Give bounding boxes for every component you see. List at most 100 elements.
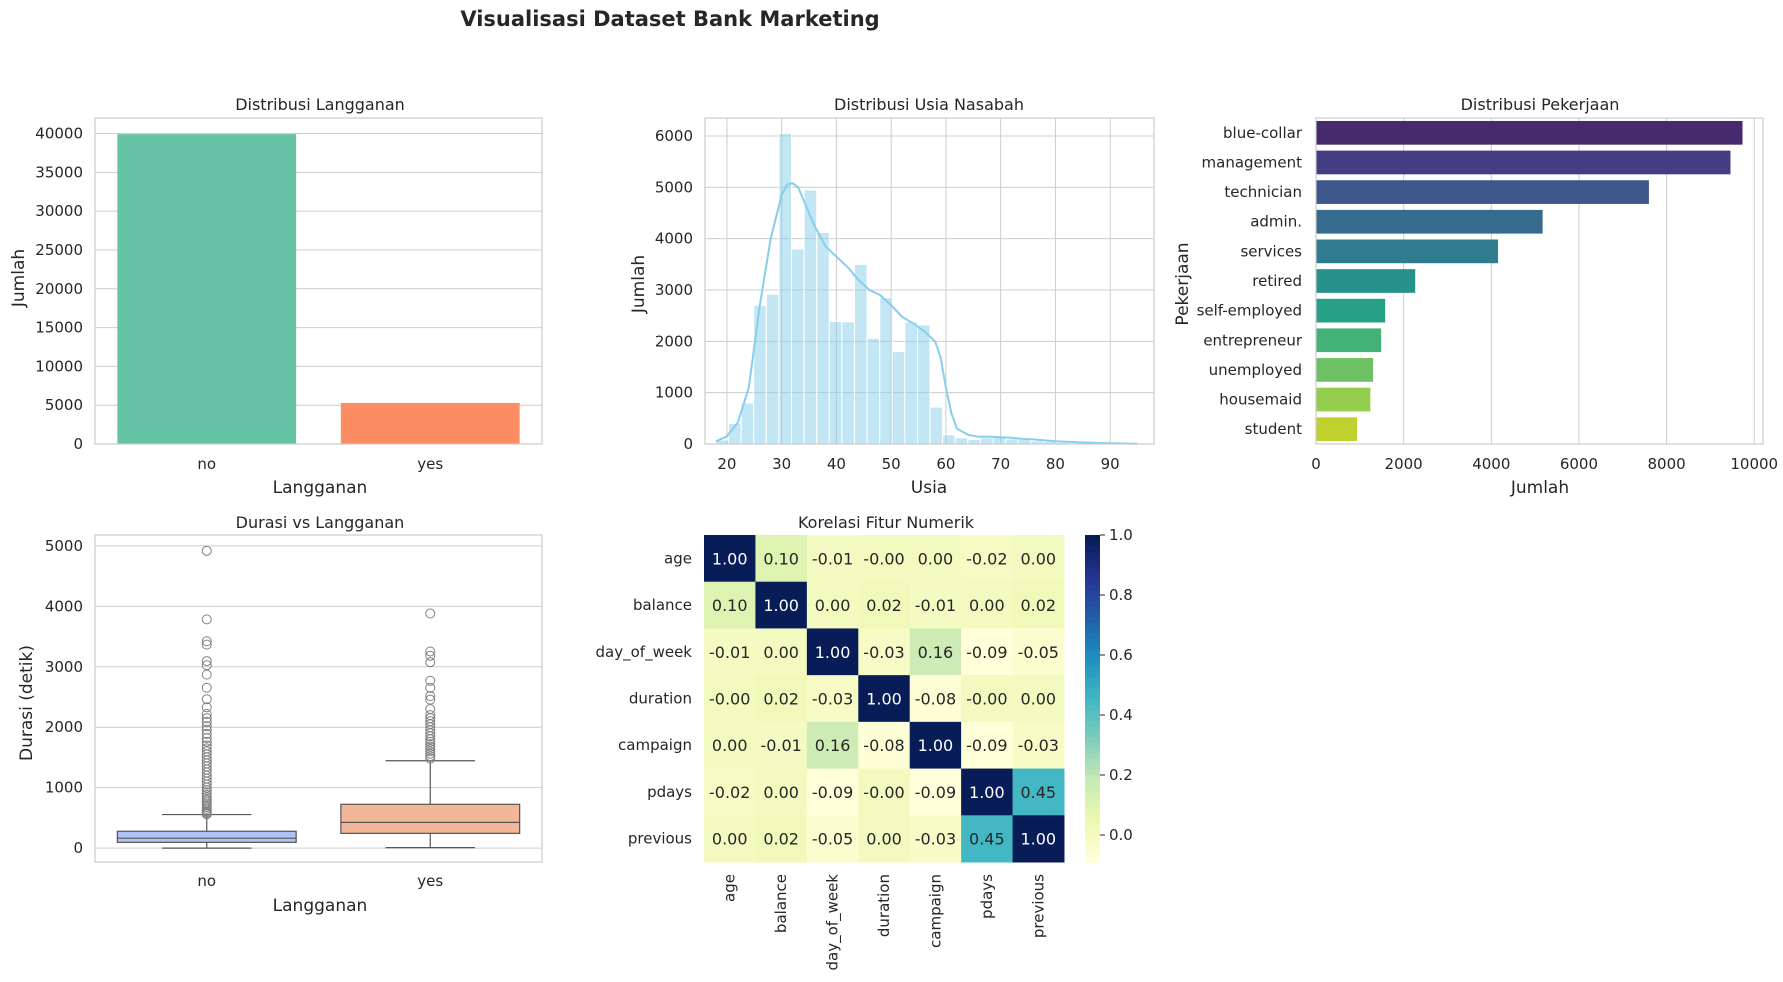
duration-outlier xyxy=(201,694,212,705)
duration-box-no xyxy=(116,830,297,843)
colorbar-segment xyxy=(1085,633,1100,640)
age-x-tick-label: 20 xyxy=(717,455,736,473)
colorbar-segment xyxy=(1085,545,1100,552)
duration-outlier xyxy=(425,748,436,759)
colorbar-segment xyxy=(1085,594,1100,601)
heatmap-cell-label: 0.00 xyxy=(815,596,851,615)
subscription-chart: Distribusi Langganan Langganan Jumlah 0 5… xyxy=(9,95,543,498)
duration-outlier xyxy=(201,785,212,796)
heatmap-y-tick-label: balance xyxy=(633,596,692,614)
heatmap-cell xyxy=(961,768,1014,816)
heatmap-cell-label: -0.01 xyxy=(709,643,750,662)
heatmap-cell-label: 1.00 xyxy=(1020,830,1056,849)
duration-outlier xyxy=(201,545,212,556)
heatmap-y-tick-label: duration xyxy=(629,690,692,708)
heatmap-cell xyxy=(1012,535,1065,583)
heatmap-cell-label: -0.00 xyxy=(863,783,904,802)
age-hist-bar xyxy=(866,337,881,445)
colorbar-segment xyxy=(1085,660,1100,667)
colorbar-segment xyxy=(1085,638,1100,645)
subscription-y-tick-label: 5000 xyxy=(45,396,83,414)
heatmap-cell xyxy=(858,628,911,676)
age-hist-bar xyxy=(853,263,868,445)
job-x-label: Jumlah xyxy=(1510,478,1569,498)
age-y-tick-label: 0 xyxy=(683,435,693,453)
job-y-tick-label: student xyxy=(1245,420,1302,438)
heatmap-cell xyxy=(704,815,756,863)
colorbar-segment xyxy=(1085,556,1100,563)
heatmap-cell-label: -0.03 xyxy=(1018,736,1059,755)
colorbar-segment xyxy=(1085,567,1100,574)
colorbar-segment xyxy=(1085,622,1100,629)
heatmap-cell xyxy=(961,628,1014,676)
duration-y-label: Durasi (detik) xyxy=(17,645,37,761)
colorbar-tick-label: 0.0 xyxy=(1109,826,1133,844)
duration-outlier xyxy=(201,713,212,724)
heatmap-cell xyxy=(909,675,962,723)
colorbar-segment xyxy=(1085,682,1100,689)
colorbar-segment xyxy=(1085,698,1100,705)
duration-outlier xyxy=(425,734,436,745)
duration-outlier xyxy=(425,741,436,752)
colorbar-segment xyxy=(1085,649,1100,656)
age-hist-bar xyxy=(904,321,918,445)
heatmap-cell-label: -0.08 xyxy=(863,736,904,755)
heatmap-cell xyxy=(858,768,911,816)
heatmap-cell-label: -0.09 xyxy=(966,736,1007,755)
colorbar-segment xyxy=(1085,578,1100,585)
subscription-y-tick-label: 15000 xyxy=(35,319,83,337)
duration-outlier xyxy=(201,669,212,680)
colorbar-segment xyxy=(1085,693,1100,700)
colorbar-tick-label: 0.2 xyxy=(1109,766,1133,784)
subscription-y-label: Jumlah xyxy=(9,249,29,308)
job-x-tick-label: 6000 xyxy=(1560,455,1598,473)
heatmap-cell-label: 0.02 xyxy=(866,596,902,615)
duration-outlier xyxy=(201,782,212,793)
subscription-y-tick-label: 0 xyxy=(73,435,83,453)
duration-outlier xyxy=(425,743,436,754)
duration-outlier xyxy=(201,639,212,650)
job-x-tick-label: 0 xyxy=(1311,455,1321,473)
job-y-tick-label: management xyxy=(1202,153,1303,171)
subscription-y-tick-label: 35000 xyxy=(35,163,83,181)
heatmap-cell-label: -0.01 xyxy=(760,736,801,755)
colorbar-segment xyxy=(1085,780,1100,787)
heatmap-y-tick-label: previous xyxy=(628,830,692,848)
duration-outlier xyxy=(425,731,436,742)
age-hist-bar xyxy=(765,293,780,445)
age-x-tick-label: 30 xyxy=(772,455,791,473)
duration-outlier xyxy=(425,746,436,757)
heatmap-cell xyxy=(909,535,962,583)
job-bar-student xyxy=(1316,417,1358,442)
age-x-tick-label: 60 xyxy=(936,455,955,473)
job-x-tick-label: 2000 xyxy=(1385,455,1423,473)
age-kde-line xyxy=(715,182,1138,445)
colorbar-tick-label: 0.4 xyxy=(1109,706,1133,724)
heatmap-cell xyxy=(858,535,911,583)
colorbar-segment xyxy=(1085,834,1100,841)
duration-outlier xyxy=(201,809,212,820)
subscription-chart-title: Distribusi Langganan xyxy=(235,95,405,114)
duration-outlier xyxy=(201,724,212,735)
duration-outlier xyxy=(425,753,436,764)
age-y-tick-label: 6000 xyxy=(655,127,693,145)
duration-outlier xyxy=(425,751,436,762)
heatmap-y-tick-label: day_of_week xyxy=(596,643,693,662)
colorbar-segment xyxy=(1085,742,1100,749)
age-x-tick-label: 70 xyxy=(991,455,1010,473)
age-hist-bar xyxy=(753,304,767,445)
colorbar-segment xyxy=(1085,823,1100,830)
job-x-tick-label: 10000 xyxy=(1730,455,1778,473)
heatmap-cell-label: -0.00 xyxy=(709,690,750,709)
colorbar-segment xyxy=(1085,573,1100,580)
colorbar-segment xyxy=(1085,736,1100,743)
duration-y-tick-label: 2000 xyxy=(45,718,83,736)
heatmap-x-tick-label: previous xyxy=(1029,874,1047,938)
job-y-tick-label: technician xyxy=(1224,183,1302,201)
heatmap-cell-label: -0.09 xyxy=(812,783,853,802)
age-hist-bar xyxy=(954,437,969,445)
job-y-tick-label: self-employed xyxy=(1197,302,1302,320)
figure-suptitle: Visualisasi Dataset Bank Marketing xyxy=(460,7,879,31)
duration-outlier xyxy=(201,656,212,667)
